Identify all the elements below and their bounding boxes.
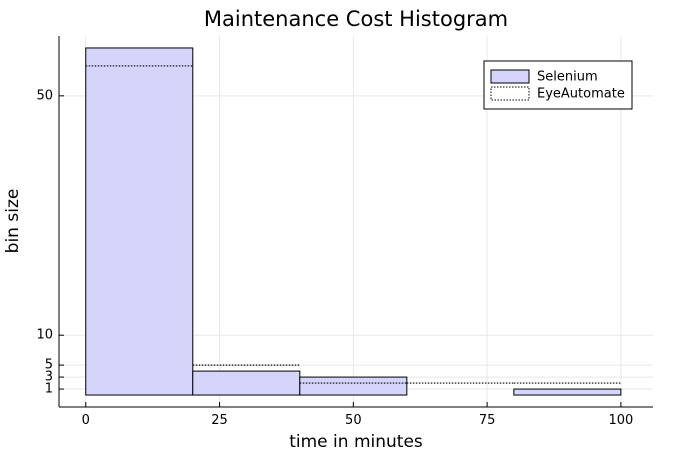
ticks: 0 25 50 75 100 135 10 50 (36, 88, 633, 427)
bar-selenium (192, 370, 301, 396)
y-axis-label: bin size (3, 189, 23, 254)
y-tick-label: 50 (36, 88, 53, 103)
legend-label-selenium: Selenium (537, 70, 598, 85)
y-tick-label: 10 (36, 328, 53, 343)
bar-selenium (85, 47, 194, 396)
bar-selenium (513, 388, 622, 396)
x-tick-label: 100 (608, 413, 633, 428)
x-tick-label: 25 (211, 413, 228, 428)
legend-swatch-selenium (490, 69, 530, 84)
bars (85, 47, 622, 396)
chart-title: Maintenance Cost Histogram (204, 7, 508, 31)
legend-swatch-eyeautomate (490, 86, 530, 101)
y-tick-label: 5 (45, 358, 53, 373)
legend-label-eyeautomate: EyeAutomate (537, 87, 625, 102)
axes (58, 36, 653, 408)
y-tick-label: 1 (45, 382, 53, 397)
x-axis-label: time in minutes (289, 432, 423, 452)
y-tick-label: 3 (45, 370, 53, 385)
x-tick-label: 0 (82, 413, 90, 428)
x-tick-label: 75 (479, 413, 496, 428)
legend: Selenium EyeAutomate (483, 60, 633, 110)
legend-box (483, 60, 633, 110)
x-tick-label: 50 (345, 413, 362, 428)
bar-selenium (299, 376, 408, 396)
